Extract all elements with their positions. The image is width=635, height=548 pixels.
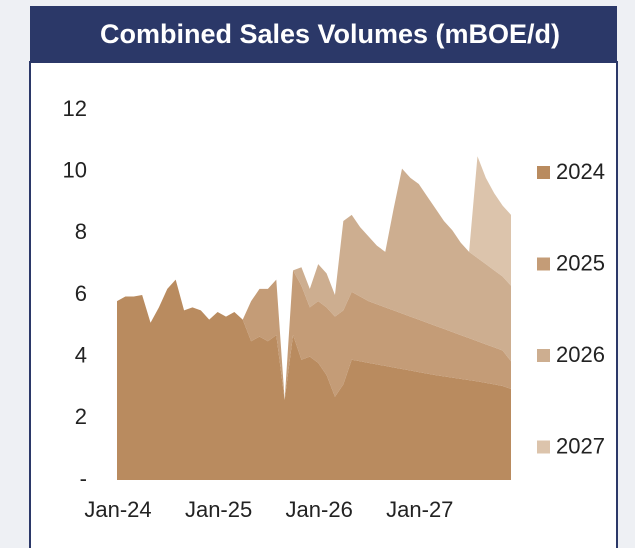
y-tick-label: 12	[63, 96, 87, 121]
x-tick-label: Jan-25	[185, 497, 252, 522]
legend-label: 2026	[556, 342, 605, 367]
area-2025	[117, 270, 511, 400]
legend-swatch	[537, 166, 550, 179]
legend-swatch	[537, 257, 550, 271]
legend-label: 2024	[556, 159, 605, 184]
legend-swatch	[537, 349, 550, 362]
panel-header	[30, 6, 617, 62]
y-tick-label: 10	[63, 157, 87, 182]
area-2024	[117, 279, 511, 480]
y-tick-label: -	[80, 466, 87, 491]
chart-title: Combined Sales Volumes (mBOE/d)	[100, 19, 560, 49]
x-tick-label: Jan-24	[84, 497, 151, 522]
legend-label: 2027	[556, 433, 605, 458]
legend-swatch	[537, 440, 550, 454]
y-tick-label: 8	[75, 219, 87, 244]
x-tick-label: Jan-26	[286, 497, 353, 522]
x-tick-label: Jan-27	[386, 497, 453, 522]
y-tick-label: 2	[75, 404, 87, 429]
legend-label: 2025	[556, 250, 605, 275]
area-2026	[117, 168, 511, 400]
y-tick-label: 4	[75, 342, 87, 367]
y-tick-label: 6	[75, 281, 87, 306]
